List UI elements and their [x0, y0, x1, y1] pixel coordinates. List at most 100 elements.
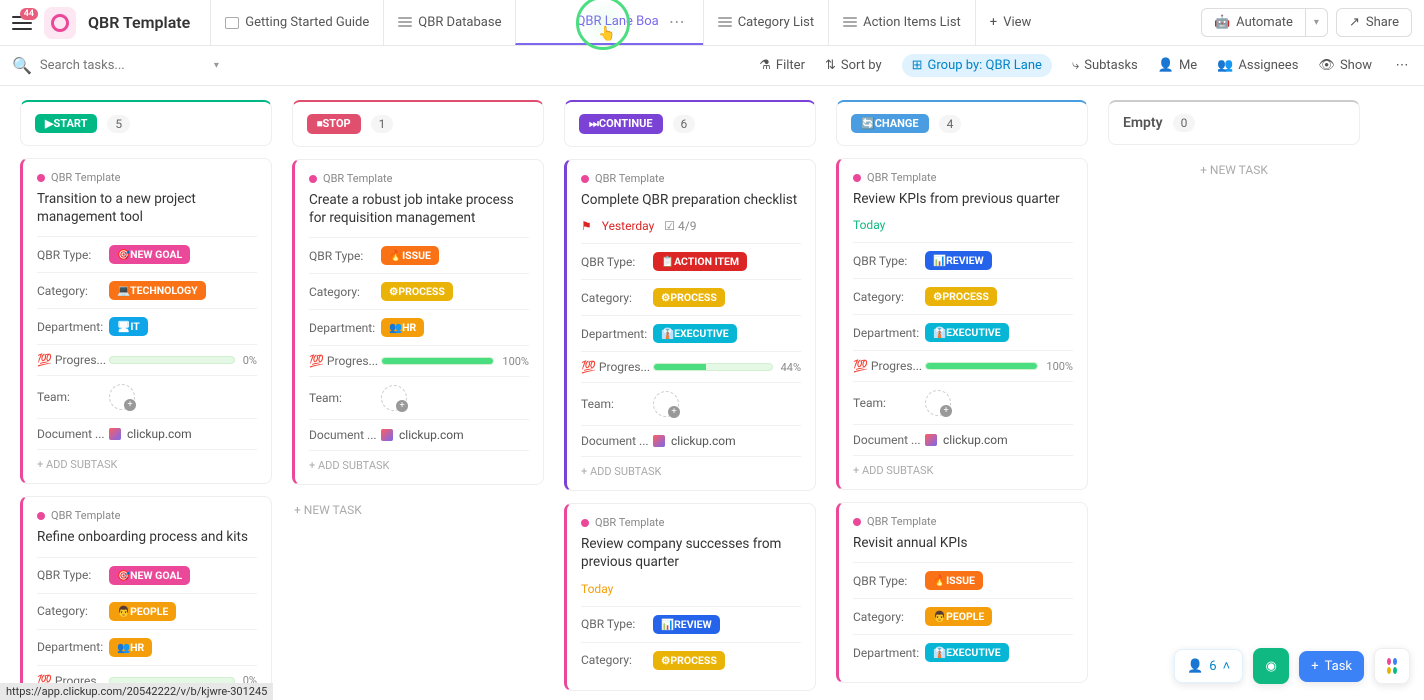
card-title: Complete QBR preparation checklist: [581, 191, 801, 209]
subtasks-button[interactable]: ⤷Subtasks: [1072, 58, 1138, 73]
task-card[interactable]: QBR TemplateCreate a robust job intake p…: [292, 159, 544, 485]
search-icon: 🔍: [12, 56, 32, 75]
field-department: Department:👥HR: [37, 629, 257, 665]
tag-executive: 👔EXECUTIVE: [925, 323, 1009, 342]
field-qbr-type: QBR Type:🎯NEW GOAL: [37, 236, 257, 272]
field-category: Category:⚙PROCESS: [581, 642, 801, 678]
tab-label: Action Items List: [863, 15, 961, 30]
field-qbr-type: QBR Type:🔥ISSUE: [309, 237, 529, 273]
field-category: Category:👨PEOPLE: [37, 593, 257, 629]
due-date: Today: [853, 218, 885, 232]
column-header: ⏹STOP 1: [292, 100, 544, 147]
show-button[interactable]: 👁Show: [1318, 58, 1372, 73]
task-card[interactable]: QBR TemplateTransition to a new project …: [20, 158, 272, 484]
tag-people: 👨PEOPLE: [109, 602, 176, 621]
field-progress: 💯 Progres...100%: [309, 345, 529, 376]
me-button[interactable]: 👤Me: [1158, 58, 1197, 73]
groupby-button[interactable]: ⊞Group by: QBR Lane: [902, 54, 1052, 77]
new-task-button[interactable]: + NEW TASK: [292, 497, 544, 523]
tab-category-list[interactable]: Category List: [703, 0, 828, 45]
automate-button-group: 🤖 Automate ▾: [1201, 8, 1328, 37]
top-navigation: 44 QBR Template Getting Started Guide QBR…: [0, 0, 1424, 46]
tab-getting-started-guide[interactable]: Getting Started Guide: [210, 0, 383, 45]
list-color-dot: [853, 518, 861, 526]
filter-icon: ⚗: [759, 58, 771, 73]
tab-label: Getting Started Guide: [245, 15, 369, 30]
add-assignee-icon[interactable]: [925, 390, 951, 416]
board-icon: [530, 0, 570, 329]
add-assignee-icon[interactable]: [653, 391, 679, 417]
clickup-icon: [109, 428, 121, 440]
add-assignee-icon[interactable]: [109, 384, 135, 410]
add-subtask-button[interactable]: + ADD SUBTASK: [853, 455, 1073, 477]
tag-review: 📊REVIEW: [653, 615, 720, 634]
workspace-logo[interactable]: [44, 7, 76, 39]
doc-icon: [225, 17, 239, 29]
task-card[interactable]: QBR TemplateComplete QBR preparation che…: [564, 159, 816, 491]
subtasks-label: Subtasks: [1084, 58, 1138, 73]
eye-icon: 👁: [1318, 58, 1335, 73]
column-pill: ▶START: [35, 114, 97, 133]
new-task-button[interactable]: + Task: [1299, 651, 1364, 682]
document-link[interactable]: clickup.com: [653, 434, 736, 448]
add-assignee-icon[interactable]: [381, 385, 407, 411]
search-dropdown-icon[interactable]: ▾: [214, 60, 219, 71]
search-input[interactable]: [40, 58, 206, 73]
flag-icon: ⚑: [581, 219, 592, 233]
filter-button[interactable]: ⚗Filter: [759, 58, 805, 73]
clickup-icon: [653, 435, 665, 447]
task-card[interactable]: QBR TemplateRevisit annual KPIsQBR Type:…: [836, 502, 1088, 683]
automate-button[interactable]: 🤖 Automate: [1201, 8, 1305, 37]
online-users-button[interactable]: 👤 6 ˄: [1174, 649, 1243, 683]
card-meta: Today: [581, 582, 801, 596]
tab-label: QBR Lane Boa: [576, 14, 658, 29]
add-subtask-button[interactable]: + ADD SUBTASK: [37, 449, 257, 471]
apps-button[interactable]: [1374, 648, 1410, 684]
record-icon: ◉: [1266, 659, 1277, 674]
robot-icon: 🤖: [1214, 15, 1230, 30]
list-color-dot: [37, 512, 45, 520]
more-options-icon[interactable]: ⋯: [1392, 56, 1412, 76]
tag-new_goal: 🎯NEW GOAL: [109, 566, 190, 585]
tag-executive: 👔EXECUTIVE: [653, 324, 737, 343]
field-team: Team:: [581, 382, 801, 425]
field-progress: 💯 Progres...100%: [853, 350, 1073, 381]
card-meta: Today: [853, 218, 1073, 232]
document-link[interactable]: clickup.com: [925, 433, 1008, 447]
tab-label: Category List: [738, 15, 814, 30]
tag-process: ⚙PROCESS: [653, 288, 725, 307]
tab-qbr-lane-boa[interactable]: QBR Lane Boa ⋯: [515, 0, 702, 45]
document-link[interactable]: clickup.com: [381, 428, 464, 442]
field-team: Team:: [853, 381, 1073, 424]
tab-view[interactable]: +View: [975, 0, 1046, 45]
tab-more-icon[interactable]: ⋯: [665, 12, 689, 31]
column-count: 1: [371, 115, 394, 133]
column-header: 🔄CHANGE 4: [836, 100, 1088, 146]
automate-dropdown[interactable]: ▾: [1305, 8, 1328, 37]
column-header: ⏭CONTINUE 6: [564, 100, 816, 147]
document-link[interactable]: clickup.com: [109, 427, 192, 441]
user-count: 6: [1209, 659, 1216, 674]
people-icon: 👥: [1217, 58, 1233, 73]
tab-qbr-database[interactable]: QBR Database: [383, 0, 515, 45]
record-button[interactable]: ◉: [1253, 648, 1289, 684]
hamburger-menu-icon[interactable]: 44: [12, 16, 32, 30]
add-subtask-button[interactable]: + ADD SUBTASK: [581, 456, 801, 478]
task-card[interactable]: QBR TemplateReview KPIs from previous qu…: [836, 158, 1088, 490]
task-label: Task: [1325, 659, 1352, 674]
new-task-button[interactable]: + NEW TASK: [1108, 157, 1360, 183]
task-card[interactable]: QBR TemplateReview company successes fro…: [564, 503, 816, 690]
card-list-label: QBR Template: [581, 516, 801, 529]
share-button[interactable]: ↗ Share: [1336, 8, 1412, 37]
add-subtask-button[interactable]: + ADD SUBTASK: [309, 450, 529, 472]
page-title: QBR Template: [88, 13, 190, 32]
tab-action-items-list[interactable]: Action Items List: [828, 0, 975, 45]
task-card[interactable]: QBR TemplateRefine onboarding process an…: [20, 496, 272, 700]
user-icon: 👤: [1187, 659, 1203, 674]
board-column: ⏹STOP 1 QBR TemplateCreate a robust job …: [292, 100, 544, 686]
view-toolbar: 🔍 ▾ ⚗Filter ⇅Sort by ⊞Group by: QBR Lane…: [0, 46, 1424, 86]
assignees-button[interactable]: 👥Assignees: [1217, 58, 1298, 73]
field-document: Document ...clickup.com: [853, 424, 1073, 455]
sort-button[interactable]: ⇅Sort by: [825, 58, 882, 73]
column-count: 6: [673, 115, 696, 133]
